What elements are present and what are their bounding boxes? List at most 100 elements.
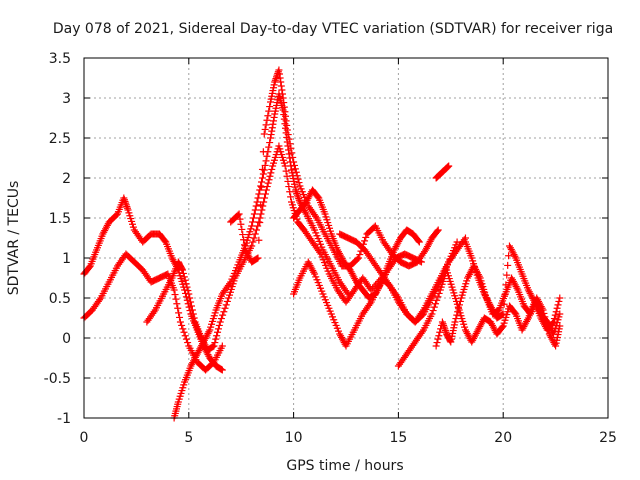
data-point xyxy=(222,301,230,309)
data-point xyxy=(435,289,443,297)
data-point xyxy=(183,283,191,291)
data-point xyxy=(435,332,443,340)
data-point xyxy=(150,308,158,316)
data-point xyxy=(216,318,224,326)
data-point xyxy=(311,212,319,220)
data-point xyxy=(418,328,426,336)
data-point xyxy=(220,308,228,316)
series-arc-d xyxy=(170,90,352,422)
data-point xyxy=(96,296,104,304)
data-point xyxy=(215,321,223,329)
data-point xyxy=(433,296,441,304)
data-point xyxy=(258,183,266,191)
data-point xyxy=(235,210,243,218)
data-point xyxy=(366,300,374,308)
data-point xyxy=(285,183,293,191)
data-point xyxy=(290,158,298,166)
data-points xyxy=(80,66,564,422)
data-point xyxy=(284,131,292,139)
y-tick-label: 1.5 xyxy=(49,211,71,227)
data-point xyxy=(179,266,187,274)
data-point xyxy=(240,241,248,249)
y-tick-label: -0.5 xyxy=(44,371,71,387)
y-tick-label: 0 xyxy=(62,331,71,347)
data-point xyxy=(261,190,269,198)
data-point xyxy=(219,311,227,319)
data-point xyxy=(293,172,301,180)
data-point xyxy=(251,230,259,238)
data-point xyxy=(353,255,361,263)
data-point xyxy=(523,316,531,324)
data-point xyxy=(291,165,299,173)
y-tick-label: 1 xyxy=(62,251,71,267)
data-point xyxy=(301,208,309,216)
data-point xyxy=(189,310,197,318)
series-arc-k xyxy=(432,162,453,182)
x-tick-label: 20 xyxy=(494,430,512,446)
data-point xyxy=(295,179,303,187)
data-point xyxy=(261,161,269,169)
data-point xyxy=(248,222,256,230)
data-point xyxy=(262,186,270,194)
data-point xyxy=(178,321,186,329)
data-point xyxy=(261,125,269,133)
data-point xyxy=(455,301,463,309)
data-point xyxy=(188,306,196,314)
data-point xyxy=(414,237,422,245)
data-point xyxy=(238,225,246,233)
x-tick-label: 0 xyxy=(80,430,89,446)
data-point xyxy=(434,335,442,343)
data-point xyxy=(282,167,290,175)
y-tick-label: 2 xyxy=(62,171,71,187)
x-tick-label: 5 xyxy=(184,430,193,446)
data-point xyxy=(254,254,262,262)
data-point xyxy=(262,121,270,129)
data-point xyxy=(254,194,262,202)
y-tick-label: 2.5 xyxy=(49,131,71,147)
data-point xyxy=(173,300,181,308)
data-point xyxy=(287,144,295,152)
data-point xyxy=(252,226,260,234)
data-point xyxy=(283,126,291,134)
axis-ticks: 0 5 10 15 20 25 -1 -0.5 0 0.5 1 1.5 2 2.5 3 3.5 xyxy=(44,51,617,446)
data-point xyxy=(285,135,293,143)
data-point xyxy=(170,286,178,294)
data-point xyxy=(415,238,423,246)
data-point xyxy=(259,170,267,178)
data-point xyxy=(367,286,375,294)
data-point xyxy=(501,291,509,299)
data-point xyxy=(182,280,190,288)
data-point xyxy=(186,294,194,302)
data-point xyxy=(553,304,561,312)
data-point xyxy=(257,210,265,218)
data-point xyxy=(182,335,190,343)
data-point xyxy=(250,210,258,218)
data-point xyxy=(262,157,270,165)
x-tick-label: 10 xyxy=(285,430,303,446)
data-point xyxy=(218,366,226,374)
data-point xyxy=(181,276,189,284)
data-point xyxy=(212,335,220,343)
data-point xyxy=(287,193,295,201)
data-point xyxy=(257,182,265,190)
data-point xyxy=(175,309,183,317)
data-point xyxy=(268,165,276,173)
data-point xyxy=(190,314,198,322)
data-point xyxy=(451,318,459,326)
data-point xyxy=(550,315,558,323)
x-tick-label: 15 xyxy=(389,430,407,446)
data-point xyxy=(456,297,464,305)
data-point xyxy=(253,198,261,206)
data-point xyxy=(511,252,519,260)
data-point xyxy=(249,218,257,226)
data-point xyxy=(234,211,242,219)
y-axis-label: SDTVAR / TECUs xyxy=(6,181,22,296)
series-arc-g xyxy=(336,230,469,326)
data-point xyxy=(258,206,266,214)
y-tick-label: -1 xyxy=(57,411,71,427)
data-point xyxy=(237,220,245,228)
y-tick-label: 3.5 xyxy=(49,51,71,67)
data-point xyxy=(498,323,506,331)
data-point xyxy=(265,107,273,115)
